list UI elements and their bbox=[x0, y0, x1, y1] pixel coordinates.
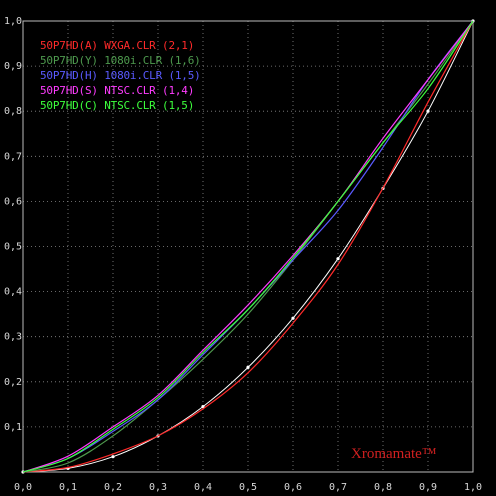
legend-entry: 50P7HD(S) NTSC.CLR (1,4) bbox=[40, 84, 194, 97]
y-tick-label: 0,1 bbox=[4, 422, 22, 433]
reference-point bbox=[426, 109, 430, 113]
series-line-5 bbox=[22, 20, 474, 473]
x-tick-labels: 0,0 0,1 0,2 0,3 0,4 0,5 0,6 0,7 0,8 0,9 1,0 bbox=[14, 482, 482, 493]
reference-point bbox=[336, 257, 340, 261]
x-tick-label: 0,3 bbox=[149, 482, 167, 493]
legend: 50P7HD(A) WXGA.CLR (2,1) 50P7HD(Y) 1080i.… bbox=[40, 39, 201, 112]
y-tick-labels: 0,1 0,2 0,3 0,4 0,5 0,6 0,7 0,8 0,9 1,0 bbox=[4, 16, 22, 433]
reference-curve bbox=[22, 20, 474, 473]
legend-entry: 50P7HD(H) 1080i.CLR (1,5) bbox=[40, 69, 201, 82]
series-line-4 bbox=[22, 20, 474, 473]
plot-frame bbox=[22, 20, 474, 473]
x-tick-label: 0,1 bbox=[59, 482, 77, 493]
legend-entry: 50P7HD(Y) 1080i.CLR (1,6) bbox=[40, 54, 201, 67]
x-tick-label: 0,6 bbox=[284, 482, 302, 493]
legend-entry: 50P7HD(A) WXGA.CLR (2,1) bbox=[40, 39, 194, 52]
y-tick-label: 1,0 bbox=[4, 16, 22, 27]
y-tick-label: 0,6 bbox=[4, 196, 22, 207]
x-tick-label: 0,8 bbox=[374, 482, 392, 493]
x-tick-label: 0,7 bbox=[329, 482, 347, 493]
x-tick-label: 0,9 bbox=[419, 482, 437, 493]
y-tick-label: 0,3 bbox=[4, 332, 22, 343]
series-line-1 bbox=[22, 20, 474, 473]
reference-point bbox=[201, 405, 205, 409]
reference-point bbox=[291, 316, 295, 320]
watermark: Xromamate™ bbox=[351, 446, 437, 462]
grid bbox=[23, 21, 473, 472]
reference-point bbox=[111, 455, 115, 459]
x-tick-label: 0,5 bbox=[239, 482, 257, 493]
x-tick-label: 0,2 bbox=[104, 482, 122, 493]
x-tick-label: 0,0 bbox=[14, 482, 32, 493]
y-tick-label: 0,2 bbox=[4, 377, 22, 388]
y-tick-label: 0,7 bbox=[4, 151, 22, 162]
y-tick-label: 0,8 bbox=[4, 106, 22, 117]
y-tick-label: 0,4 bbox=[4, 287, 22, 298]
series-lines bbox=[21, 19, 475, 474]
y-tick-label: 0,9 bbox=[4, 61, 22, 72]
x-tick-label: 1,0 bbox=[464, 482, 482, 493]
reference-point bbox=[246, 365, 250, 369]
y-tick-label: 0,5 bbox=[4, 242, 22, 253]
legend-entry: 50P7HD(C) NTSC.CLR (1,5) bbox=[40, 99, 194, 112]
x-tick-label: 0,4 bbox=[194, 482, 212, 493]
